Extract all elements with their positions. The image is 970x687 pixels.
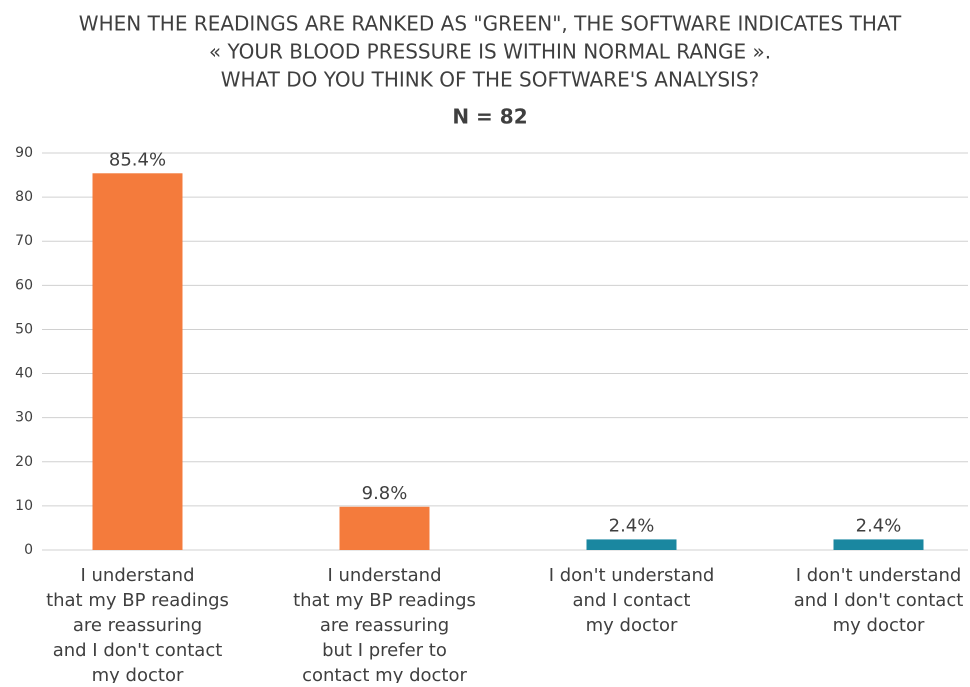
value-label: 85.4% — [109, 149, 166, 170]
y-tick-label: 70 — [15, 233, 33, 249]
chart-title: « YOUR BLOOD PRESSURE IS WITHIN NORMAL R… — [209, 40, 771, 64]
bar — [833, 539, 924, 550]
bar — [339, 506, 430, 550]
value-label: 9.8% — [362, 483, 408, 504]
y-tick-label: 10 — [15, 498, 33, 514]
y-tick-label: 30 — [15, 410, 33, 426]
x-tick-label: my doctor — [833, 615, 925, 636]
value-label: 2.4% — [856, 515, 902, 536]
bar — [92, 173, 183, 550]
x-tick-label: contact my doctor — [302, 665, 467, 683]
x-tick-label: are reassuring — [73, 615, 202, 636]
y-tick-label: 60 — [15, 277, 33, 293]
x-tick-label: and I don't contact — [53, 640, 223, 661]
chart-title: WHEN THE READINGS ARE RANKED AS "GREEN",… — [79, 12, 902, 36]
y-tick-label: 90 — [15, 145, 33, 161]
x-tick-label: and I don't contact — [794, 590, 964, 611]
x-tick-label: I understand — [327, 565, 441, 586]
chart-title: WHAT DO YOU THINK OF THE SOFTWARE'S ANAL… — [221, 68, 760, 92]
x-tick-label: I understand — [80, 565, 194, 586]
x-tick-label: and I contact — [573, 590, 691, 611]
x-tick-label: I don't understand — [549, 565, 715, 586]
x-tick-label: that my BP readings — [293, 590, 476, 611]
y-tick-label: 0 — [24, 542, 33, 558]
x-tick-label: that my BP readings — [46, 590, 229, 611]
x-tick-label: are reassuring — [320, 615, 449, 636]
y-tick-label: 20 — [15, 454, 33, 470]
x-tick-label: my doctor — [92, 665, 184, 683]
y-tick-label: 50 — [15, 321, 33, 337]
y-tick-label: 40 — [15, 366, 33, 382]
x-tick-label: I don't understand — [796, 565, 962, 586]
value-label: 2.4% — [609, 515, 655, 536]
x-tick-label: my doctor — [586, 615, 678, 636]
bar — [586, 539, 677, 550]
x-tick-label: but I prefer to — [322, 640, 447, 661]
y-tick-label: 80 — [15, 189, 33, 205]
chart-subtitle: N = 82 — [452, 105, 527, 129]
